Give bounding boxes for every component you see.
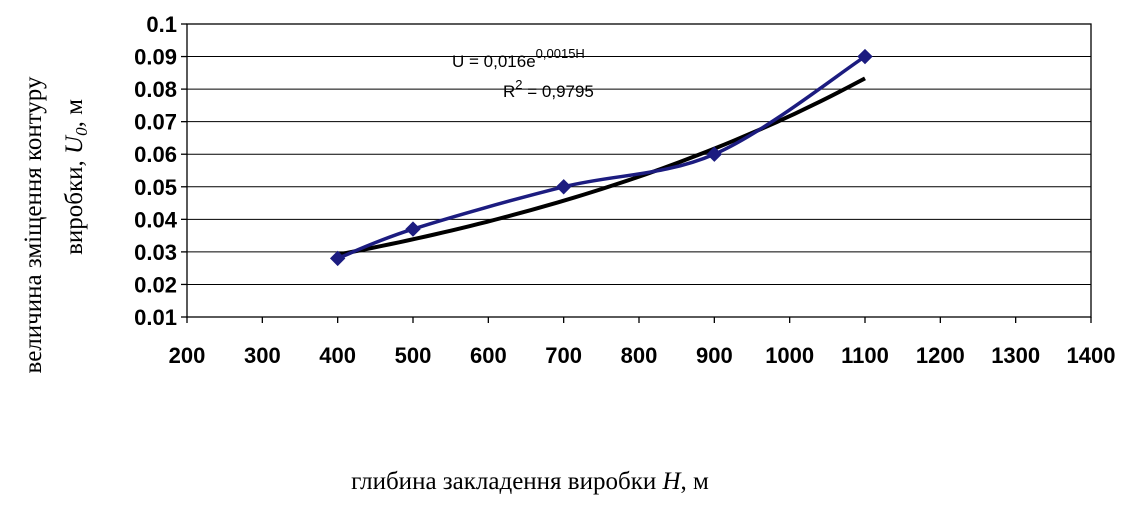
grid-lines [181, 23, 1091, 318]
data-point-marker [706, 146, 723, 162]
x-tick-label: 1000 [765, 343, 814, 368]
y-tick-label: 0.05 [134, 175, 177, 200]
x-axis-label: глибина закладення виробки H, м [351, 468, 709, 495]
y-tick-label: 0.08 [134, 77, 177, 102]
x-tick-label: 1100 [841, 343, 889, 368]
data-point-marker [857, 48, 873, 65]
y-tick-label: 0.03 [134, 240, 177, 265]
x-tick-label: 1400 [1067, 343, 1116, 368]
x-tick-label: 500 [395, 343, 432, 368]
r-squared-label: R2 = 0,9795 [503, 77, 594, 101]
trend-equation: U = 0,016e0,0015H [452, 46, 585, 71]
x-tick-label: 700 [545, 343, 582, 368]
plot-area [186, 23, 1092, 318]
x-tick-marks [186, 317, 1092, 323]
x-tick-label: 1300 [991, 343, 1040, 368]
x-tick-label: 600 [470, 343, 507, 368]
data-point-marker [329, 250, 346, 267]
y-tick-labels: 0.01 0.02 0.03 0.04 0.05 0.06 0.07 0.08 0.09 0.1 [134, 12, 178, 330]
y-tick-label: 0.07 [134, 110, 177, 135]
x-tick-label: 800 [621, 343, 658, 368]
y-tick-label: 0.01 [134, 305, 177, 330]
data-point-marker [405, 221, 421, 237]
y-tick-label: 0.04 [134, 207, 178, 232]
x-tick-label: 200 [169, 343, 206, 368]
data-markers [329, 48, 873, 267]
series-line [337, 55, 866, 261]
y-tick-label: 0.02 [134, 272, 177, 297]
y-tick-label: 0.06 [134, 142, 177, 167]
y-tick-label: 0.09 [134, 45, 177, 70]
y-axis-label-line1: величина зміщення контуру [20, 76, 47, 373]
x-tick-labels: 200 300 400 500 600 700 800 900 1000 1100 1200 1300… [169, 343, 1116, 368]
trendline [337, 76, 866, 257]
x-tick-label: 900 [696, 343, 733, 368]
data-point-marker [555, 179, 572, 195]
x-tick-label: 300 [244, 343, 281, 368]
y-tick-label: 0.1 [146, 12, 177, 37]
x-tick-label: 1200 [916, 343, 965, 368]
y-axis-label-line2: виробки, U0, м [61, 99, 91, 255]
x-tick-label: 400 [319, 343, 356, 368]
